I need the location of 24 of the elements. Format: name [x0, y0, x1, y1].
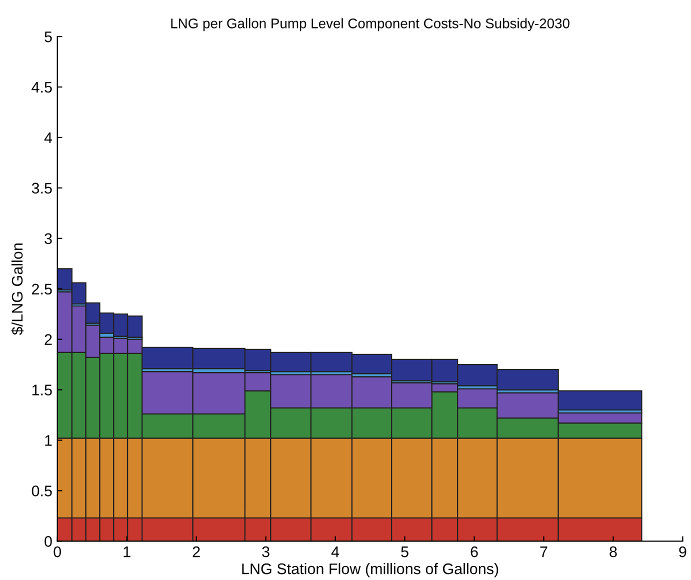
x-tick-label: 0	[54, 546, 62, 558]
y-tick-label: 4.5	[32, 82, 52, 93]
x-tick-label: 4	[331, 546, 340, 558]
x-tick-label: 7	[540, 546, 548, 558]
y-tick-label: 2	[44, 334, 52, 345]
y-tick-label: 3.5	[32, 182, 52, 194]
x-tick-label: 5	[401, 546, 408, 558]
x-axis-title: LNG Station Flow (millions of Gallons)	[242, 563, 498, 578]
x-tick-label: 2	[192, 546, 200, 558]
y-tick-label: 0.5	[32, 486, 52, 496]
y-tick-label: 4	[44, 132, 52, 143]
chart-title: LNG per Gallon Pump Level Component Costs-No Subsidy-2030	[171, 18, 570, 32]
y-tick-label: 2.5	[32, 284, 52, 295]
x-tick-label: 8	[610, 546, 617, 558]
x-tick-label: 9	[679, 546, 686, 558]
y-tick-label: 0	[44, 536, 52, 547]
y-tick-label: 1.5	[32, 384, 52, 396]
y-tick-label: 3	[44, 233, 52, 244]
y-tick-label: 5	[44, 32, 52, 42]
x-tick-label: 3	[262, 546, 270, 558]
x-tick-label: 1	[124, 546, 130, 558]
x-tick-label: 6	[470, 546, 478, 558]
y-axis-title: $/LNG Gallon	[11, 244, 24, 335]
y-tick-label: 1	[45, 435, 52, 446]
